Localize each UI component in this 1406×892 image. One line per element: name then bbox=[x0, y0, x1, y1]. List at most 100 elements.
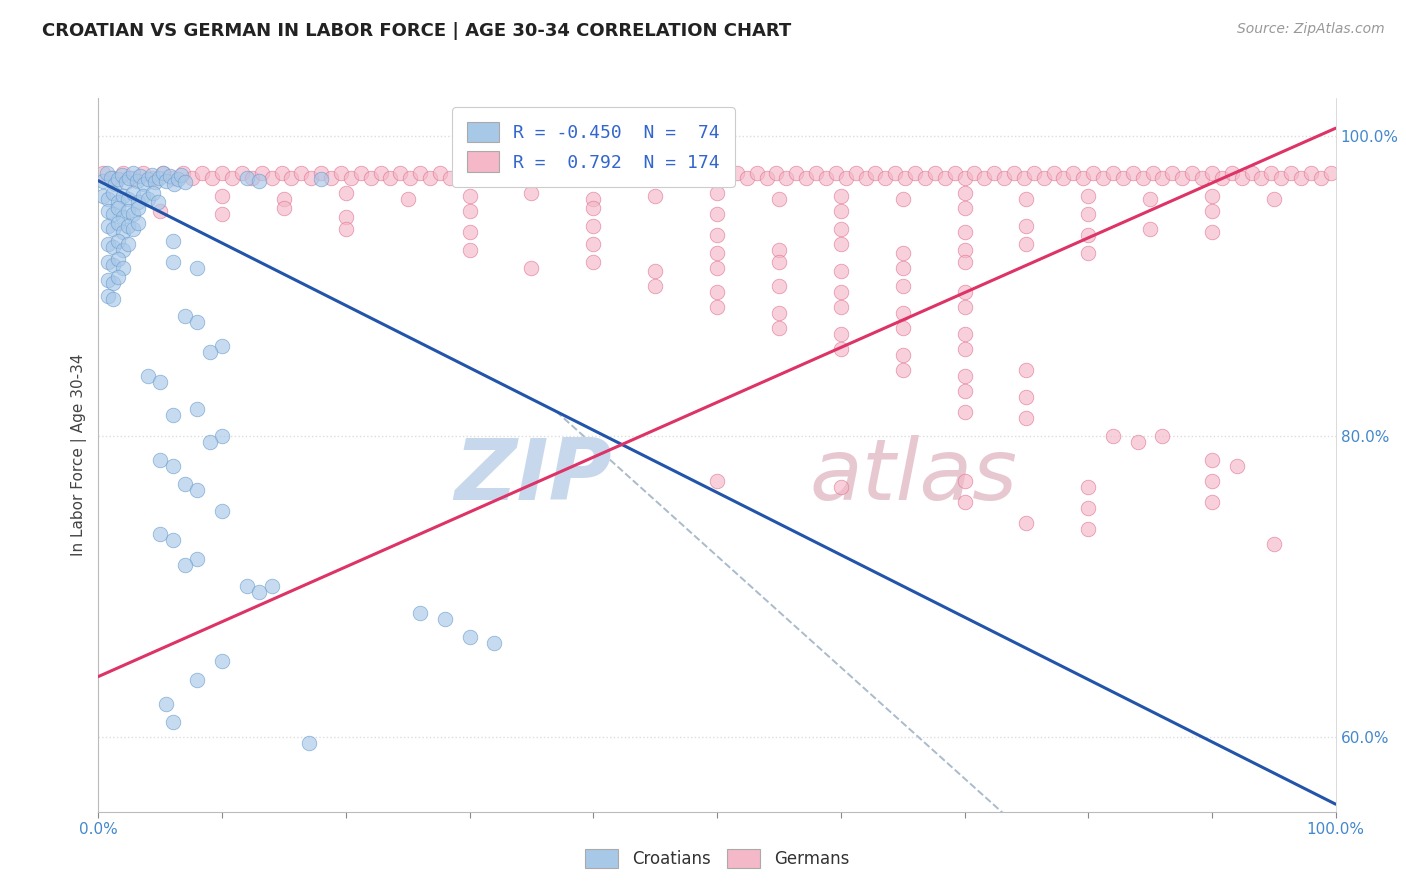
Point bbox=[162, 714, 184, 729]
Point bbox=[1211, 170, 1233, 185]
Point bbox=[409, 607, 432, 621]
Point bbox=[1062, 166, 1084, 180]
Point bbox=[142, 186, 165, 200]
Point bbox=[111, 168, 134, 182]
Point bbox=[768, 243, 790, 257]
Point bbox=[211, 655, 233, 669]
Point bbox=[174, 175, 197, 189]
Point bbox=[335, 210, 357, 224]
Point bbox=[953, 495, 976, 509]
Point bbox=[582, 201, 605, 215]
Point bbox=[122, 166, 145, 180]
Point bbox=[830, 264, 852, 278]
Point bbox=[865, 166, 887, 180]
Point bbox=[350, 166, 373, 180]
Point bbox=[891, 260, 914, 275]
Point bbox=[468, 166, 491, 180]
Point bbox=[290, 166, 312, 180]
Point bbox=[458, 243, 481, 257]
Point bbox=[136, 192, 159, 206]
Point bbox=[211, 339, 233, 353]
Point bbox=[725, 166, 748, 180]
Point bbox=[953, 285, 976, 299]
Point bbox=[637, 170, 659, 185]
Point bbox=[211, 207, 233, 221]
Point bbox=[830, 188, 852, 202]
Point bbox=[162, 533, 184, 547]
Point bbox=[93, 166, 115, 180]
Point bbox=[1319, 166, 1341, 180]
Point bbox=[1263, 192, 1285, 206]
Point bbox=[706, 227, 728, 242]
Point bbox=[1077, 245, 1099, 260]
Point bbox=[162, 459, 184, 474]
Point bbox=[607, 166, 630, 180]
Point bbox=[891, 192, 914, 206]
Point bbox=[1260, 166, 1282, 180]
Point bbox=[953, 170, 976, 185]
Point bbox=[943, 166, 966, 180]
Point bbox=[765, 166, 787, 180]
Point bbox=[891, 279, 914, 293]
Point bbox=[155, 697, 177, 711]
Point bbox=[666, 166, 689, 180]
Point bbox=[830, 236, 852, 251]
Point bbox=[419, 170, 441, 185]
Point bbox=[118, 170, 141, 185]
Point bbox=[891, 321, 914, 335]
Point bbox=[162, 170, 184, 185]
Point bbox=[122, 207, 145, 221]
Point bbox=[221, 170, 243, 185]
Point bbox=[627, 166, 650, 180]
Point bbox=[429, 166, 451, 180]
Point bbox=[335, 222, 357, 236]
Point bbox=[260, 579, 283, 593]
Point bbox=[706, 474, 728, 488]
Point bbox=[329, 166, 352, 180]
Point bbox=[107, 216, 129, 230]
Point bbox=[122, 186, 145, 200]
Point bbox=[576, 170, 599, 185]
Point bbox=[1142, 166, 1164, 180]
Point bbox=[768, 192, 790, 206]
Point bbox=[458, 203, 481, 218]
Point bbox=[186, 315, 208, 329]
Point bbox=[1171, 170, 1194, 185]
Point bbox=[785, 166, 807, 180]
Point bbox=[458, 170, 481, 185]
Point bbox=[647, 166, 669, 180]
Point bbox=[166, 172, 188, 186]
Point bbox=[186, 260, 208, 275]
Point bbox=[273, 192, 295, 206]
Point bbox=[706, 300, 728, 314]
Point bbox=[103, 207, 125, 221]
Point bbox=[181, 170, 204, 185]
Point bbox=[924, 166, 946, 180]
Point bbox=[191, 166, 214, 180]
Point bbox=[458, 225, 481, 239]
Point bbox=[1083, 166, 1105, 180]
Point bbox=[103, 170, 125, 185]
Point bbox=[963, 166, 986, 180]
Point bbox=[149, 453, 172, 467]
Point bbox=[399, 170, 422, 185]
Point bbox=[676, 170, 699, 185]
Point bbox=[1015, 219, 1038, 233]
Point bbox=[340, 170, 363, 185]
Point bbox=[520, 260, 543, 275]
Point bbox=[582, 192, 605, 206]
Point bbox=[488, 166, 510, 180]
Point bbox=[706, 285, 728, 299]
Point bbox=[231, 166, 253, 180]
Point bbox=[1015, 363, 1038, 377]
Point bbox=[1139, 192, 1161, 206]
Point bbox=[1230, 170, 1253, 185]
Point bbox=[93, 188, 115, 202]
Point bbox=[236, 170, 259, 185]
Text: ZIP: ZIP bbox=[454, 434, 612, 518]
Point bbox=[112, 225, 135, 239]
Point bbox=[132, 188, 155, 202]
Point bbox=[1152, 170, 1174, 185]
Point bbox=[835, 170, 858, 185]
Point bbox=[107, 194, 129, 209]
